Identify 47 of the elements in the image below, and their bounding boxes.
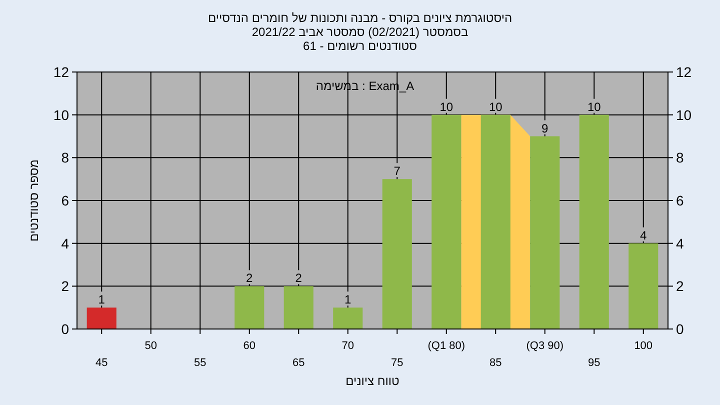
data-label: 10	[440, 100, 454, 114]
bar	[284, 286, 314, 329]
x-tick-label: 65	[292, 357, 305, 369]
x-tick-label: 50	[144, 340, 157, 352]
bar	[579, 114, 609, 329]
y-tick-label: 6	[61, 192, 70, 208]
y-tick-label: 4	[61, 235, 70, 252]
y2-tick-label: 12	[676, 64, 692, 80]
data-label: 1	[344, 292, 352, 307]
x-tick-label: 55	[194, 357, 206, 369]
x-tick-label: 100	[634, 340, 653, 352]
data-label: 10	[587, 100, 602, 114]
data-label: 4	[640, 228, 648, 242]
x-tick-label: 95	[588, 357, 600, 369]
x-tick-label: 60	[243, 340, 256, 352]
y2-tick-label: 2	[676, 278, 684, 294]
data-label: 1	[98, 292, 106, 307]
bar	[333, 308, 363, 329]
y2-tick-label: 6	[676, 192, 684, 208]
chart-subtitle: בסמסטר (02/2021) סמסטר אביב 2021/22 סטודנטים רשומים - 61	[252, 25, 468, 53]
x-tick-label: (Q3 90)	[526, 340, 564, 352]
bar	[234, 286, 264, 329]
y2-tick-label: 10	[676, 106, 692, 123]
data-label: 2	[246, 271, 254, 286]
y2-tick-label: 0	[676, 321, 684, 337]
x-tick-label: 70	[342, 340, 354, 352]
y-tick-label: 12	[53, 64, 70, 80]
bar	[628, 243, 658, 329]
y2-tick-label: 4	[676, 235, 684, 252]
x-tick-label: 45	[96, 357, 108, 369]
data-label: 10	[488, 100, 503, 114]
y-tick-label: 2	[61, 278, 70, 294]
x-axis-title: טווח ציונים	[346, 374, 400, 388]
y2-tick-label: 8	[676, 150, 684, 166]
x-tick-label: (Q1 80)	[428, 340, 466, 352]
chart-title: היסטוגרמת ציונים בקורס - מבנה ותכונות של חומרים הנדסיים	[208, 11, 512, 25]
x-tick-label: 75	[391, 357, 404, 369]
y-axis-title: מספר סטודנטים	[27, 159, 41, 242]
data-label: 9	[542, 121, 549, 136]
y-tick-label: 10	[53, 106, 70, 123]
bar	[86, 308, 116, 329]
x-tick-label: 85	[490, 357, 502, 369]
data-label: 7	[394, 164, 401, 178]
bar	[382, 179, 412, 329]
y-tick-label: 0	[61, 321, 70, 337]
data-label: 2	[295, 271, 302, 286]
y-tick-label: 8	[61, 150, 70, 166]
